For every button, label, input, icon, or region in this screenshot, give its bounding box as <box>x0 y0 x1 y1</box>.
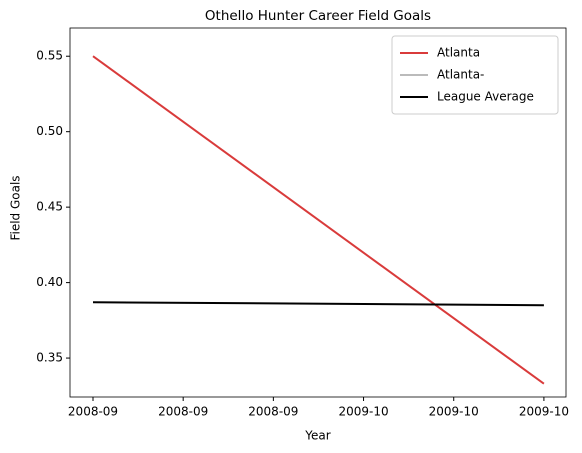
y-tick-label: 0.50 <box>36 124 63 138</box>
legend-label: Atlanta- <box>437 68 484 82</box>
legend-label: League Average <box>437 90 534 104</box>
chart-title: Othello Hunter Career Field Goals <box>205 8 431 24</box>
legend-label: Atlanta <box>437 46 480 60</box>
legend-box <box>391 35 559 115</box>
x-tick-label: 2008-09 <box>68 405 118 419</box>
x-axis-label: Year <box>304 429 330 443</box>
x-tick-label: 2009-10 <box>519 405 569 419</box>
series-line <box>92 301 544 307</box>
y-tick-label: 0.40 <box>36 275 63 289</box>
y-axis-label: Field Goals <box>9 175 23 240</box>
series-line <box>92 55 545 385</box>
plot-frame <box>69 27 567 398</box>
y-tick-label: 0.45 <box>36 200 63 214</box>
y-tick-label: 0.35 <box>36 351 63 365</box>
y-tick-label: 0.55 <box>36 49 63 63</box>
x-tick-label: 2009-10 <box>429 405 479 419</box>
x-tick-label: 2008-09 <box>158 405 208 419</box>
x-tick-label: 2008-09 <box>248 405 298 419</box>
x-tick-label: 2009-10 <box>338 405 388 419</box>
